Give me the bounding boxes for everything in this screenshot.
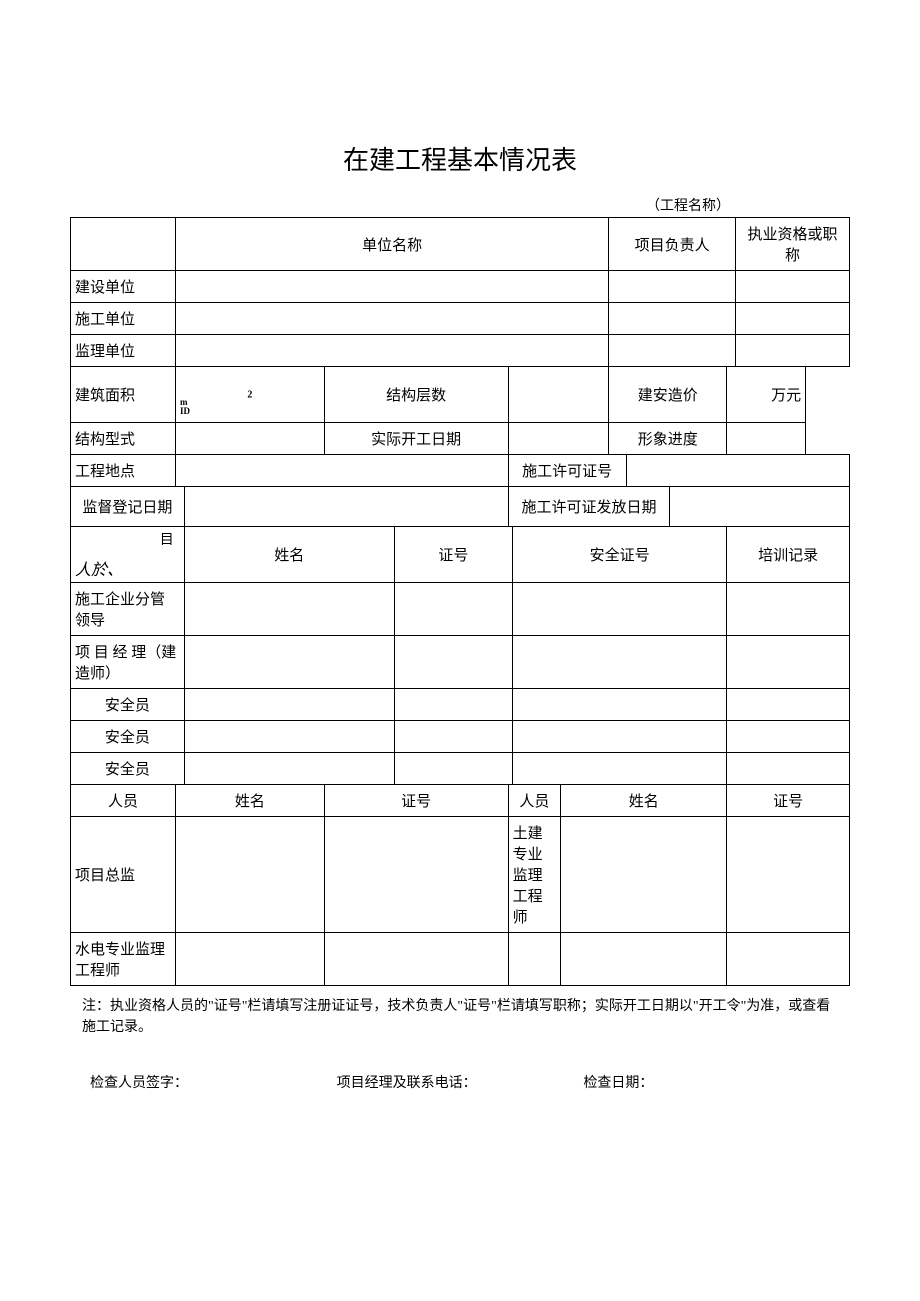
header-cert-number: 证号	[394, 527, 512, 583]
field-so1-safety[interactable]	[512, 689, 726, 721]
header-safety-cert: 安全证号	[512, 527, 726, 583]
field-so3-training[interactable]	[727, 753, 850, 785]
diagonal-header: 目 人於、	[71, 527, 185, 583]
field-contractor-unit-qual[interactable]	[736, 303, 850, 335]
field-so1-name[interactable]	[184, 689, 394, 721]
field-actual-start-date[interactable]	[508, 423, 609, 455]
label-electrical-engineer: 水电专业监理工程师	[71, 933, 176, 986]
label-safety-officer-3: 安全员	[71, 753, 185, 785]
unit-m-label: mID	[180, 398, 190, 416]
sign-inspector: 检查人员签字：	[90, 1072, 337, 1092]
field-structure-floors[interactable]	[508, 367, 609, 423]
field-supervision-unit-name[interactable]	[176, 335, 609, 367]
label-permit-number: 施工许可证号	[508, 455, 626, 487]
label-safety-officer-1: 安全员	[71, 689, 185, 721]
field-so1-training[interactable]	[727, 689, 850, 721]
label-image-progress: 形象进度	[609, 423, 727, 455]
field-cs-cert[interactable]	[324, 817, 508, 933]
field-pm-training[interactable]	[727, 636, 850, 689]
footnote: 注：执业资格人员的"证号"栏请填写注册证证号，技术负责人"证号"栏请填写职称；实…	[70, 986, 850, 1042]
field-ee-blank2[interactable]	[561, 933, 727, 986]
field-so3-name[interactable]	[184, 753, 394, 785]
signature-row: 检查人员签字： 项目经理及联系电话： 检查日期：	[70, 1072, 850, 1092]
project-name-label: （工程名称）	[70, 195, 850, 215]
header-training-record: 培训记录	[727, 527, 850, 583]
field-cs-name[interactable]	[176, 817, 325, 933]
label-supervision-date: 监督登记日期	[71, 487, 185, 527]
label-structure-floors: 结构层数	[324, 367, 508, 423]
label-project-location: 工程地点	[71, 455, 176, 487]
label-building-area: 建筑面积	[71, 367, 176, 423]
field-construction-unit-name[interactable]	[176, 271, 609, 303]
header-qualification: 执业资格或职称	[736, 218, 850, 271]
header-blank	[71, 218, 176, 271]
field-so2-cert[interactable]	[394, 721, 512, 753]
unit-2-label: 2	[247, 389, 252, 400]
label-supervision-unit: 监理单位	[71, 335, 176, 367]
header-name-3: 姓名	[561, 785, 727, 817]
field-so1-cert[interactable]	[394, 689, 512, 721]
label-project-manager: 项 目 经 理（建造师）	[71, 636, 185, 689]
label-construction-cost: 建安造价	[609, 367, 727, 423]
header-personnel-1: 人员	[71, 785, 176, 817]
label-safety-officer-2: 安全员	[71, 721, 185, 753]
header-cert-2: 证号	[324, 785, 508, 817]
field-el-training[interactable]	[727, 583, 850, 636]
field-construction-unit-qual[interactable]	[736, 271, 850, 303]
field-so2-name[interactable]	[184, 721, 394, 753]
field-construction-unit-leader[interactable]	[609, 271, 736, 303]
field-supervision-unit-qual[interactable]	[736, 335, 850, 367]
field-ee-blank3[interactable]	[727, 933, 850, 986]
field-el-cert[interactable]	[394, 583, 512, 636]
field-ce-cert[interactable]	[727, 817, 850, 933]
header-project-leader: 项目负责人	[609, 218, 736, 271]
field-contractor-unit-leader[interactable]	[609, 303, 736, 335]
sign-pm-contact: 项目经理及联系电话：	[337, 1072, 584, 1092]
label-chief-supervisor: 项目总监	[71, 817, 176, 933]
field-structure-type[interactable]	[176, 423, 325, 455]
diag-bot-text: 人於、	[75, 556, 123, 580]
diag-top-text: 目	[160, 529, 174, 549]
label-actual-start-date: 实际开工日期	[324, 423, 508, 455]
field-pm-cert[interactable]	[394, 636, 512, 689]
field-building-area[interactable]: mID 2	[176, 367, 325, 423]
field-permit-issue-date[interactable]	[670, 487, 850, 527]
header-cert-3: 证号	[727, 785, 850, 817]
label-contractor-unit: 施工单位	[71, 303, 176, 335]
field-supervision-date[interactable]	[184, 487, 508, 527]
field-so3-cert[interactable]	[394, 753, 512, 785]
form-title: 在建工程基本情况表	[70, 140, 850, 177]
field-project-location[interactable]	[176, 455, 509, 487]
label-construction-unit: 建设单位	[71, 271, 176, 303]
sign-check-date: 检查日期：	[583, 1072, 830, 1092]
field-so2-training[interactable]	[727, 721, 850, 753]
label-permit-issue-date: 施工许可证发放日期	[508, 487, 670, 527]
field-supervision-unit-leader[interactable]	[609, 335, 736, 367]
field-image-progress[interactable]	[727, 423, 806, 455]
label-structure-type: 结构型式	[71, 423, 176, 455]
field-pm-name[interactable]	[184, 636, 394, 689]
field-ee-blank1[interactable]	[508, 933, 561, 986]
field-permit-number[interactable]	[626, 455, 849, 487]
field-construction-cost[interactable]: 万元	[727, 367, 806, 423]
header-personnel-2: 人员	[508, 785, 561, 817]
field-so2-safety[interactable]	[512, 721, 726, 753]
header-name-2: 姓名	[176, 785, 325, 817]
field-el-safety[interactable]	[512, 583, 726, 636]
field-pm-safety[interactable]	[512, 636, 726, 689]
header-unit-name: 单位名称	[176, 218, 609, 271]
field-ee-name[interactable]	[176, 933, 325, 986]
field-ce-name[interactable]	[561, 817, 727, 933]
header-name: 姓名	[184, 527, 394, 583]
field-contractor-unit-name[interactable]	[176, 303, 609, 335]
field-ee-cert[interactable]	[324, 933, 508, 986]
label-civil-engineer: 土建专业监理工程师	[508, 817, 561, 933]
field-so3-safety[interactable]	[512, 753, 726, 785]
form-table: 单位名称 项目负责人 执业资格或职称 建设单位 施工单位 监理单位 建筑面积 m…	[70, 217, 850, 986]
label-enterprise-leader: 施工企业分管领导	[71, 583, 185, 636]
field-el-name[interactable]	[184, 583, 394, 636]
